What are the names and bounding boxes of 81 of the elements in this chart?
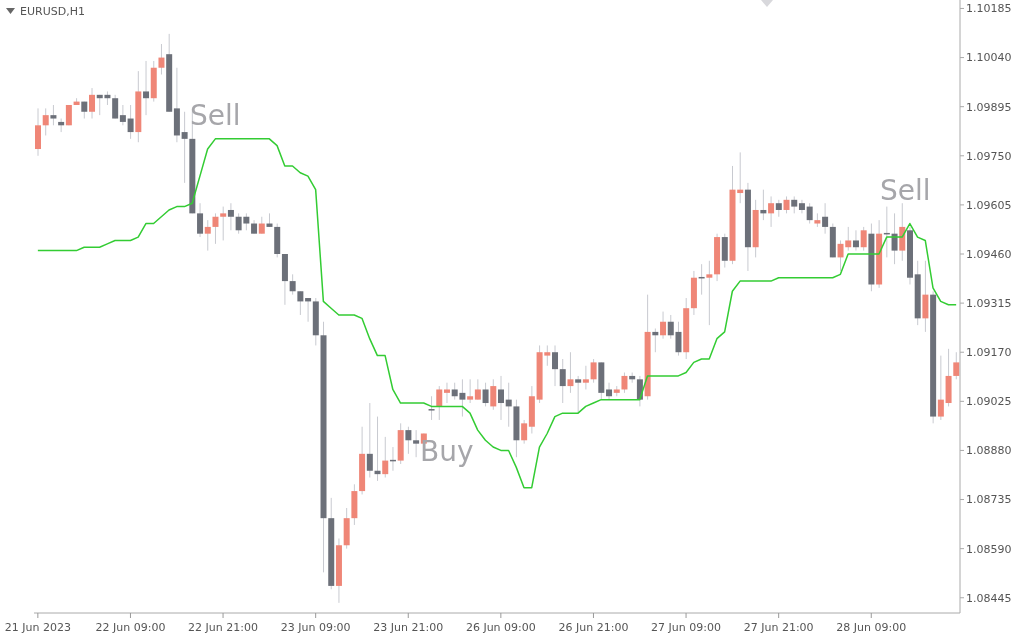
candlestick (119, 104, 126, 126)
candlestick (112, 94, 119, 120)
candlestick (490, 378, 497, 411)
y-tick-label: 1.09605 (966, 198, 1012, 212)
candlestick (143, 60, 150, 116)
candlestick (474, 378, 481, 401)
candlestick (197, 202, 204, 238)
candlestick (559, 358, 566, 404)
candlestick (413, 429, 420, 458)
candlestick (35, 107, 41, 157)
candlestick (405, 426, 412, 455)
candlestick (899, 202, 906, 262)
x-tick-label: 21 Jun 2023 (4, 621, 71, 634)
candlestick (590, 358, 597, 384)
candlestick (768, 195, 775, 228)
candlestick (521, 419, 528, 445)
candlestick (181, 111, 188, 184)
candlestick (822, 202, 829, 235)
y-tick-label: 1.09170 (966, 346, 1012, 360)
candlestick (922, 260, 929, 333)
candlestick (575, 375, 582, 414)
candlestick (806, 202, 813, 225)
candlestick (482, 382, 489, 407)
y-tick-label: 1.09025 (966, 395, 1012, 409)
candlestick (660, 311, 667, 340)
candlestick (467, 378, 474, 404)
candlestick (220, 206, 227, 241)
candlestick (382, 436, 389, 479)
candlestick (621, 372, 628, 394)
candlestick (366, 402, 373, 479)
x-tick-label: 27 Jun 09:00 (651, 621, 721, 634)
x-tick-label: 28 Jun 09:00 (836, 621, 907, 634)
y-tick-label: 1.08590 (966, 542, 1012, 556)
y-tick-label: 1.08735 (966, 493, 1012, 507)
candlestick (721, 233, 728, 269)
y-tick-label: 1.09895 (966, 100, 1012, 114)
candlestick (498, 375, 504, 421)
candlestick (443, 382, 450, 404)
annotation: Buy (420, 435, 474, 468)
candlestick (567, 351, 574, 394)
candlestick (305, 297, 312, 323)
candlestick (852, 229, 859, 252)
annotation: Sell (880, 174, 931, 207)
line-series (37, 138, 957, 489)
candlestick (582, 365, 589, 390)
y-tick-label: 1.10040 (966, 51, 1012, 65)
candlestick (552, 344, 559, 387)
candlestick (860, 226, 867, 252)
candlestick (89, 87, 96, 120)
candlestick (204, 219, 211, 252)
x-tick-label: 23 Jun 21:00 (373, 621, 444, 634)
x-tick-label: 26 Jun 21:00 (558, 621, 629, 634)
candlestick (297, 290, 304, 316)
x-tick-label: 22 Jun 21:00 (188, 621, 258, 634)
candlestick (652, 328, 659, 353)
candlestick (374, 416, 381, 482)
x-tick-label: 23 Jun 09:00 (280, 621, 351, 634)
x-tick-label: 22 Jun 09:00 (95, 621, 166, 634)
y-tick-label: 1.08880 (966, 444, 1012, 458)
y-tick-label: 1.08445 (966, 591, 1012, 605)
candlestick (606, 382, 613, 401)
candlestick (158, 43, 165, 76)
candlestick (227, 202, 234, 231)
x-tick-label: 26 Jun 09:00 (465, 621, 536, 634)
candlestick (42, 107, 49, 136)
candlestick (50, 104, 57, 126)
y-tick-label: 1.09750 (966, 149, 1012, 163)
y-tick-label: 1.09315 (966, 297, 1012, 311)
candlestick (436, 385, 443, 421)
annotation: Sell (190, 99, 241, 132)
candlestick (127, 104, 134, 140)
candlestick (706, 260, 713, 326)
candlestick (937, 355, 944, 421)
candlestick (212, 212, 219, 245)
candlestick (289, 273, 296, 296)
x-tick-label: 27 Jun 21:00 (743, 621, 814, 634)
y-tick-label: 1.10185 (966, 2, 1012, 16)
candlestick (760, 189, 767, 221)
text: EURUSD,H1 (20, 5, 85, 18)
y-tick-label: 1.09460 (966, 247, 1012, 261)
candlestick (428, 395, 435, 421)
